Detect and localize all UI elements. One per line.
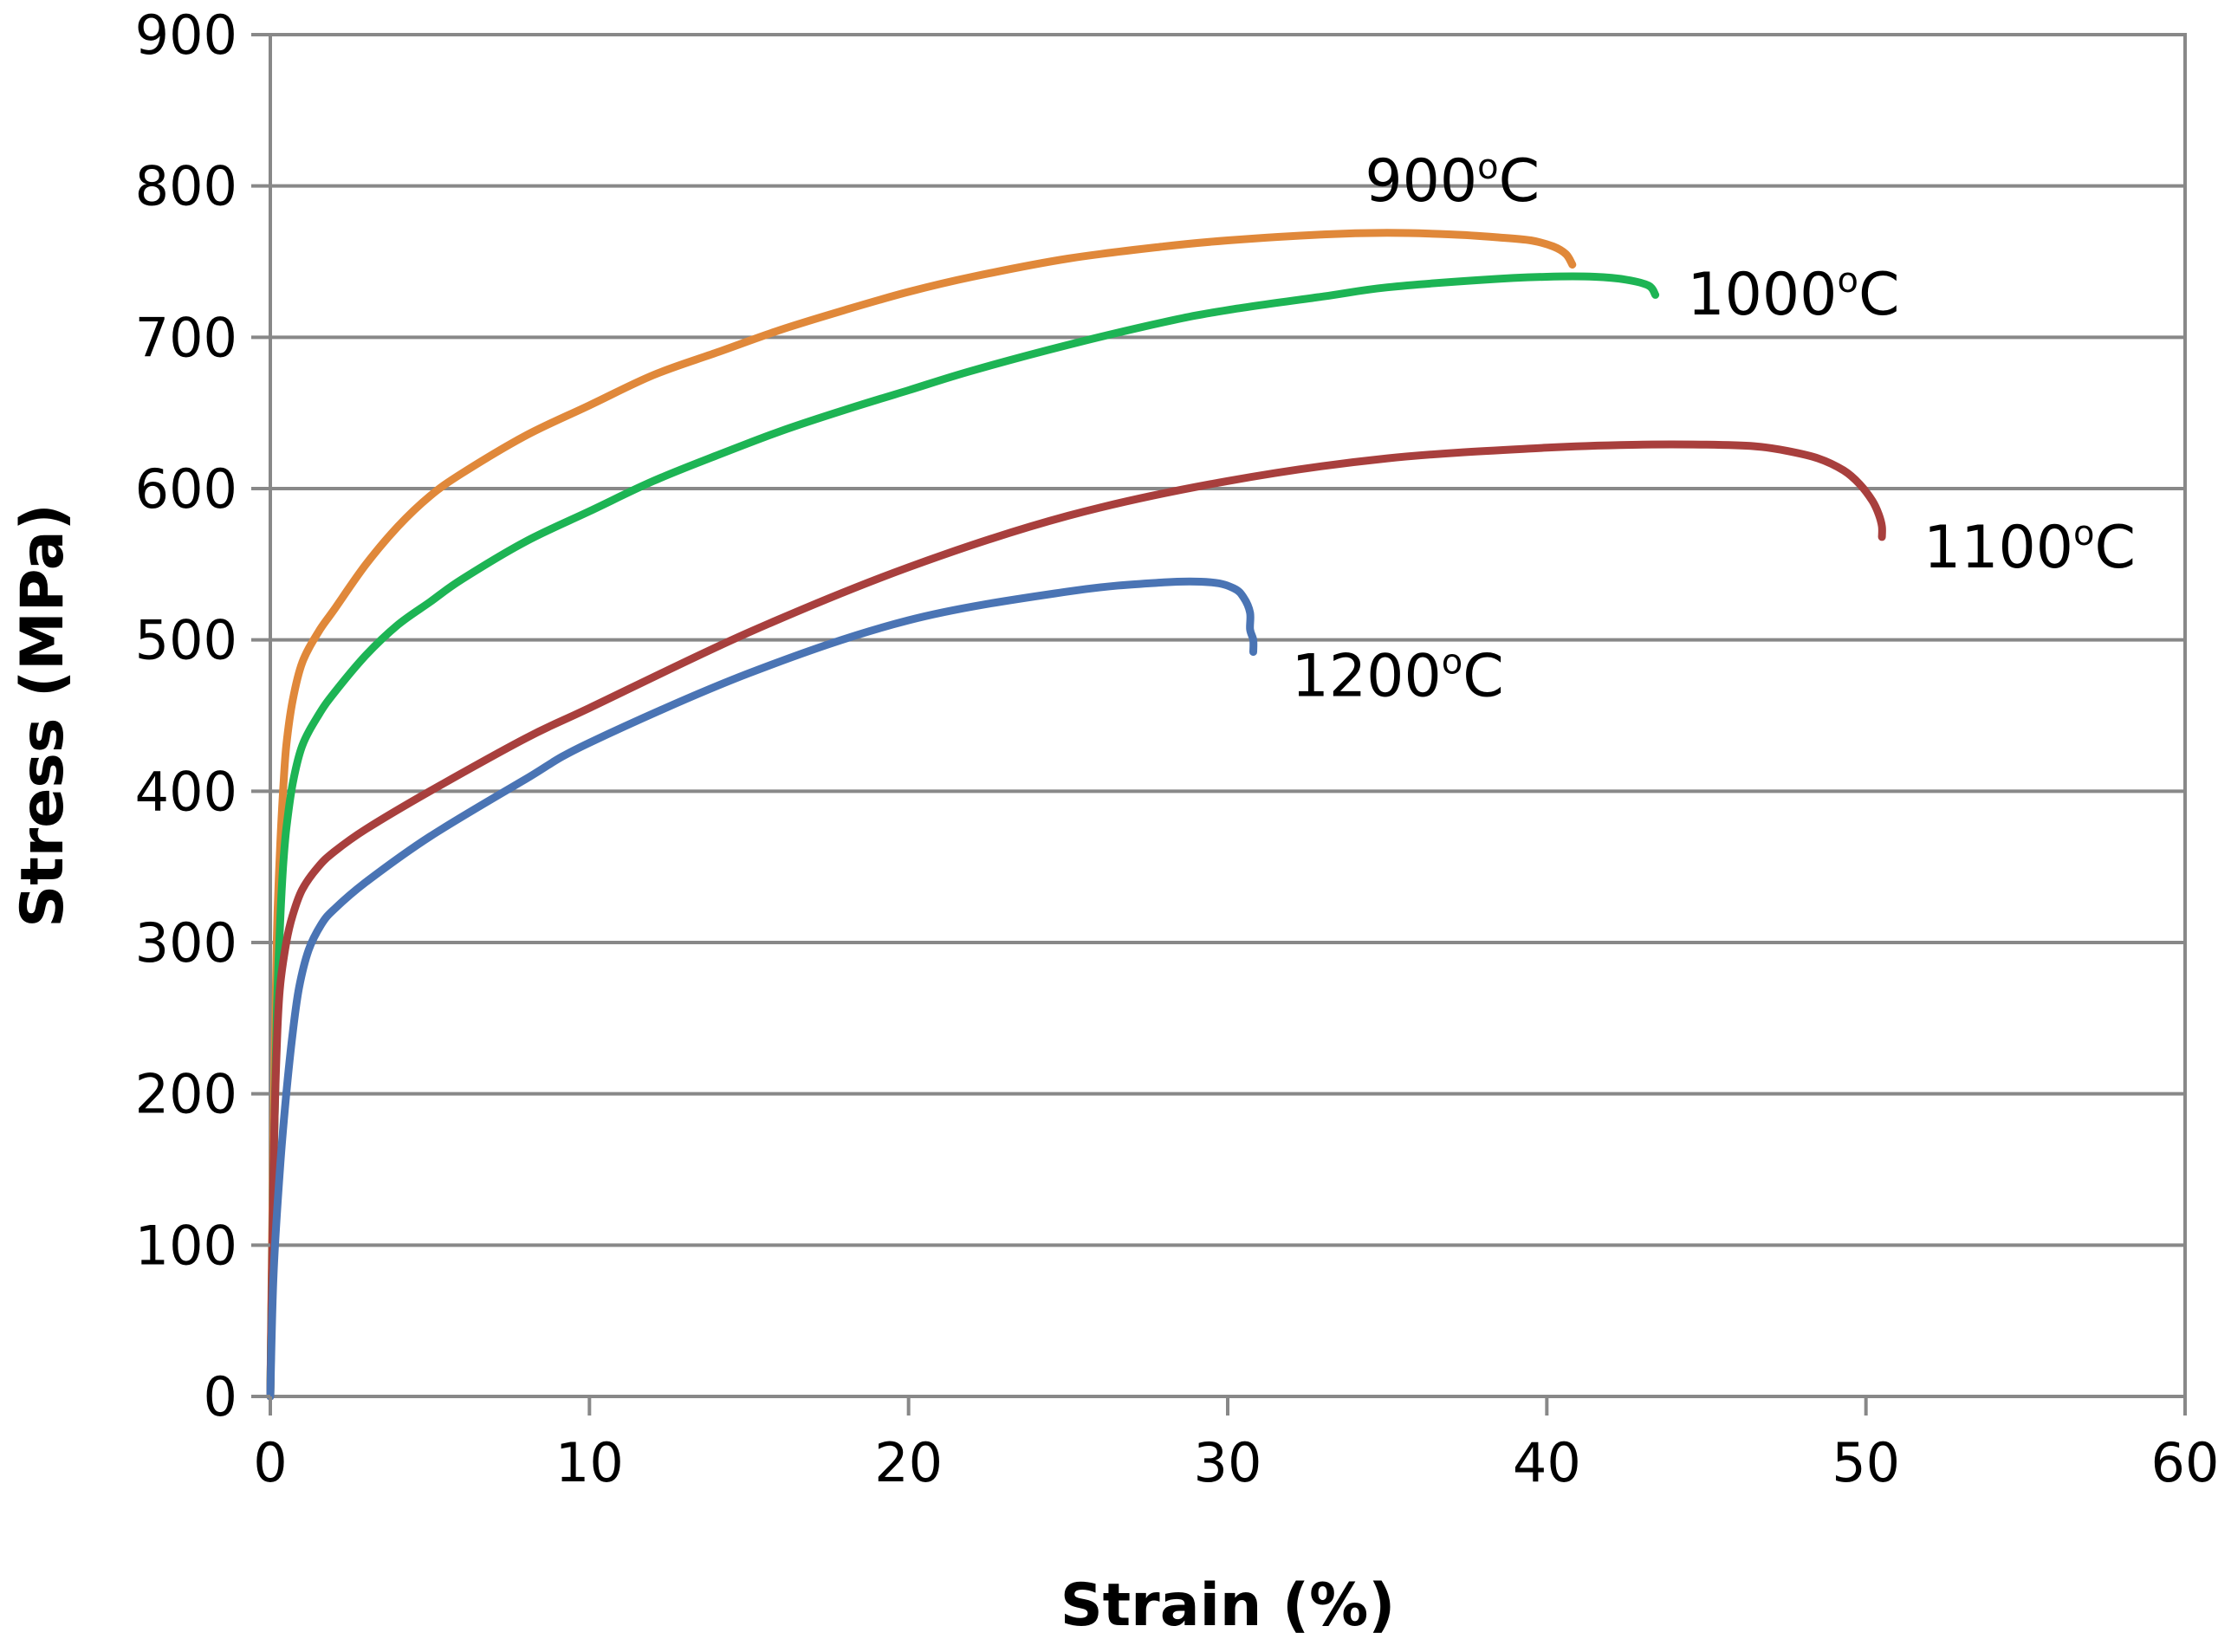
x-axis-title: Strain (%) [1060, 1571, 1396, 1640]
series-line-900C [266, 229, 1577, 1401]
y-tick-label: 600 [135, 457, 237, 521]
series-label-1000C: 1000oC [1687, 261, 1899, 329]
x-tick-label: 10 [555, 1431, 624, 1494]
x-tick-label: 50 [1832, 1431, 1900, 1494]
x-tick-label: 30 [1194, 1431, 1262, 1494]
y-tick-label: 900 [135, 3, 237, 67]
y-tick-label: 400 [135, 760, 237, 823]
y-tick-label: 500 [135, 609, 237, 672]
y-tick-label: 800 [135, 155, 237, 218]
y-tick-label: 700 [135, 306, 237, 369]
series-line-1200C [266, 577, 1258, 1401]
series-line-1000C [266, 272, 1660, 1401]
x-tick-label: 60 [2151, 1431, 2220, 1494]
x-axis-ticks: 0 10 20 30 40 50 60 [253, 1396, 2219, 1494]
x-tick-label: 0 [253, 1431, 287, 1494]
y-tick-label: 0 [204, 1365, 237, 1428]
series-line-1100C [266, 440, 1886, 1401]
y-tick-label: 200 [135, 1063, 237, 1126]
x-tick-label: 40 [1513, 1431, 1581, 1494]
x-tick-label: 20 [874, 1431, 943, 1494]
series-curves [266, 229, 1886, 1401]
series-label-900C: 900oC [1365, 147, 1540, 216]
y-axis-ticks: 0 100 200 300 400 500 600 700 800 900 [135, 3, 270, 1428]
y-tick-label: 100 [135, 1214, 237, 1277]
series-label-1100C: 1100oC [1923, 514, 2136, 582]
y-tick-label: 300 [135, 911, 237, 975]
series-label-1200C: 1200oC [1292, 642, 1504, 710]
series-labels: 900oC 1000oC 1100oC 1200oC [1292, 147, 2136, 710]
y-axis-title: Stress (MPa) [9, 503, 77, 927]
